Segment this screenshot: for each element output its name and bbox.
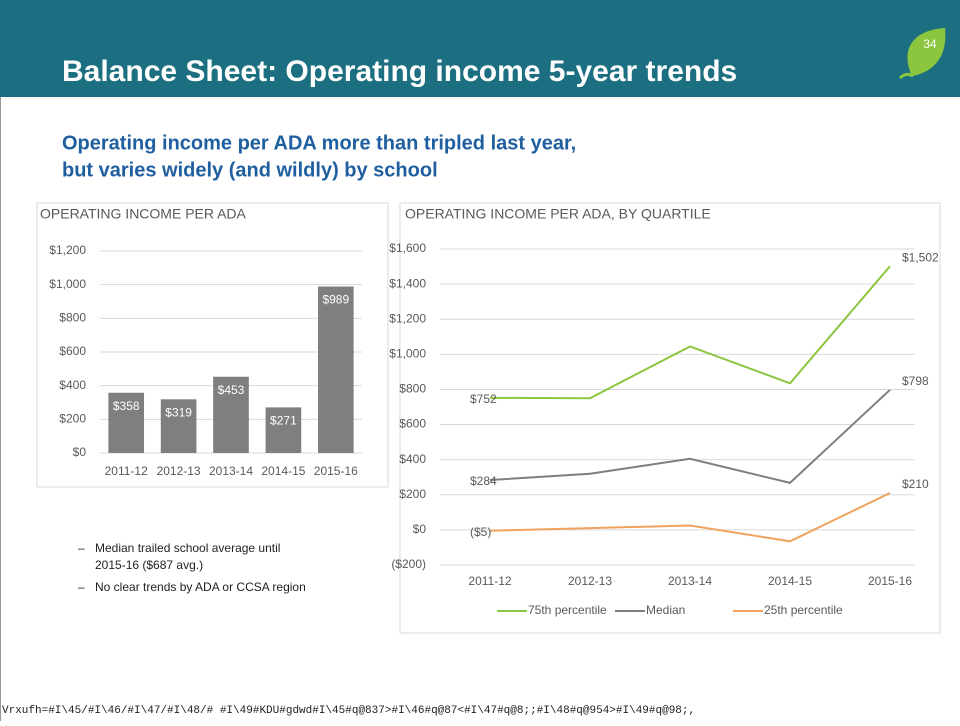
legend-label: Median [646, 603, 685, 617]
value-label: $798 [902, 374, 929, 388]
subtitle: Operating income per ADA more than tripl… [62, 132, 576, 154]
legend-label: 75th percentile [528, 603, 607, 617]
chart-title: OPERATING INCOME PER ADA, BY QUARTILE [405, 206, 711, 222]
y-tick-label: $400 [399, 452, 426, 466]
y-tick-label: $1,200 [389, 311, 426, 325]
bar [160, 399, 197, 453]
value-label: $271 [270, 414, 297, 428]
value-label: $358 [113, 399, 140, 413]
line [489, 265, 891, 400]
x-tick-label: 2015-16 [314, 464, 358, 478]
leaf-stem [898, 72, 914, 80]
header-band [0, 0, 960, 97]
line [489, 389, 891, 484]
chart-frame [399, 202, 941, 634]
y-tick-label: $400 [59, 378, 86, 392]
x-tick-label: 2012-13 [568, 574, 612, 588]
value-label: $210 [902, 477, 929, 491]
x-tick-label: 2011-12 [105, 464, 148, 478]
bullet: No clear trends by ADA or CCSA region [95, 580, 306, 594]
y-tick-label: $200 [399, 487, 426, 501]
slide-title: Balance Sheet: Operating income 5-year t… [62, 55, 737, 88]
bullet: Median trailed school average until [95, 541, 280, 555]
x-tick-label: 2014-15 [261, 464, 305, 478]
value-label: $284 [470, 474, 497, 488]
legend-label: 25th percentile [764, 603, 843, 617]
y-tick-label: $200 [59, 412, 86, 426]
value-label: $1,502 [902, 250, 939, 264]
y-tick-label: $600 [399, 417, 426, 431]
subtitle: but varies widely (and wildly) by school [62, 159, 438, 181]
value-label: $989 [322, 293, 349, 307]
footer: Vrxufh=#I\45/#I\46/#I\47/#I\48/# #I\49#K… [2, 705, 695, 717]
bar [265, 407, 302, 453]
bar [108, 392, 145, 453]
bar [317, 286, 354, 453]
value-label: ($5) [470, 525, 491, 539]
y-tick-label: $600 [59, 344, 86, 358]
bullet-dash: – [78, 580, 85, 594]
y-tick-label: $800 [399, 382, 426, 396]
x-tick-label: 2012-13 [157, 464, 201, 478]
value-label: $453 [218, 383, 245, 397]
bullet-dash: – [78, 541, 85, 555]
x-tick-label: 2014-15 [768, 574, 812, 588]
y-tick-label: $1,000 [49, 277, 86, 291]
y-tick-label: $1,400 [389, 276, 426, 290]
bar [213, 376, 249, 453]
y-tick-label: $0 [73, 445, 87, 459]
y-tick-label: $1,000 [389, 347, 426, 361]
chart-title: OPERATING INCOME PER ADA [40, 206, 247, 222]
x-tick-label: 2013-14 [668, 574, 712, 588]
y-tick-label: $1,600 [389, 241, 426, 255]
y-tick-label: $0 [413, 522, 427, 536]
value-label: $319 [165, 405, 192, 419]
value-label: $752 [470, 392, 497, 406]
y-tick-label: ($200) [391, 557, 426, 571]
leaf-icon [907, 28, 946, 76]
x-tick-label: 2011-12 [468, 574, 511, 588]
x-tick-label: 2015-16 [868, 574, 912, 588]
chart-frame [36, 202, 389, 488]
y-tick-label: $800 [59, 311, 86, 325]
y-tick-label: $1,200 [49, 243, 86, 257]
x-tick-label: 2013-14 [209, 464, 253, 478]
bullet: 2015-16 ($687 avg.) [95, 558, 203, 572]
line [489, 492, 891, 543]
page-number: 34 [923, 37, 937, 51]
